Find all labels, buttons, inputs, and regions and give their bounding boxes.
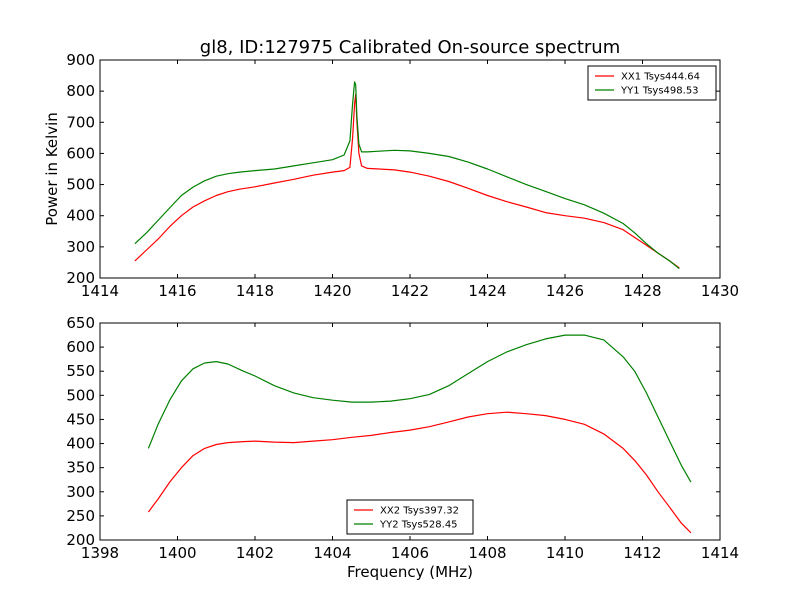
x-tick-label: 1422 xyxy=(391,282,429,300)
x-tick-label: 1400 xyxy=(158,544,196,562)
legend-box xyxy=(346,499,474,535)
legend: XX2 Tsys397.32 YY2 Tsys528.45 xyxy=(346,499,474,535)
y-tick-label: 550 xyxy=(66,362,95,380)
series-line-yy xyxy=(134,81,680,270)
x-tick-label: 1414 xyxy=(701,544,739,562)
legend-label: XX2 Tsys397.32 xyxy=(380,506,459,517)
x-tick-label: 1426 xyxy=(546,282,584,300)
y-tick-label: 900 xyxy=(66,51,95,69)
x-tick-label: 1398 xyxy=(81,544,119,562)
y-tick-label: 400 xyxy=(66,435,95,453)
x-tick-label: 1406 xyxy=(391,544,429,562)
y-tick-label: 650 xyxy=(66,314,95,332)
y-tick-label: 300 xyxy=(66,483,95,501)
series-line-yy xyxy=(147,334,692,483)
y-tick-label: 700 xyxy=(66,113,95,131)
y-tick-label: 450 xyxy=(66,410,95,428)
y-tick-label: 600 xyxy=(66,338,95,356)
y-tick-label: 600 xyxy=(66,144,95,162)
y-tick-label: 300 xyxy=(66,238,95,256)
x-tick-label: 1402 xyxy=(236,544,274,562)
y-tick-label: 500 xyxy=(66,386,95,404)
figure-title: gl8, ID:127975 Calibrated On-source spec… xyxy=(200,37,620,58)
x-tick-label: 1412 xyxy=(623,544,661,562)
x-tick-label: 1430 xyxy=(701,282,739,300)
series-line-xx xyxy=(134,93,680,269)
bottom-panel: 1398 1400 1402 1404 1406 1408 1410 1412 1414 200 2… xyxy=(66,314,739,581)
legend-label: XX1 Tsys444.64 xyxy=(621,72,700,83)
x-axis-title: Frequency (MHz) xyxy=(347,563,473,581)
y-tick-label: 350 xyxy=(66,459,95,477)
x-tick-label: 1424 xyxy=(468,282,506,300)
x-tick-label: 1404 xyxy=(313,544,351,562)
x-tick-label: 1420 xyxy=(313,282,351,300)
x-tick-label: 1414 xyxy=(81,282,119,300)
x-tick-label: 1410 xyxy=(546,544,584,562)
series-line-xx xyxy=(147,411,692,534)
y-tick-label: 800 xyxy=(66,82,95,100)
legend-label: YY1 Tsys498.53 xyxy=(620,86,699,97)
y-tick-label: 250 xyxy=(66,507,95,525)
legend-box xyxy=(587,65,717,101)
y-tick-label: 200 xyxy=(66,531,95,549)
x-tick-label: 1418 xyxy=(236,282,274,300)
y-axis-title: Power in Kelvin xyxy=(43,112,61,226)
top-panel: 1414 1416 1418 1420 1422 1424 1426 1428 1430 200 3… xyxy=(43,51,739,300)
x-tick-label: 1408 xyxy=(468,544,506,562)
x-tick-label: 1416 xyxy=(158,282,196,300)
legend: XX1 Tsys444.64 YY1 Tsys498.53 xyxy=(587,65,717,101)
y-tick-label: 400 xyxy=(66,207,95,225)
legend-label: YY2 Tsys528.45 xyxy=(379,520,458,531)
y-tick-label: 200 xyxy=(66,269,95,287)
y-tick-label: 500 xyxy=(66,176,95,194)
x-tick-label: 1428 xyxy=(623,282,661,300)
